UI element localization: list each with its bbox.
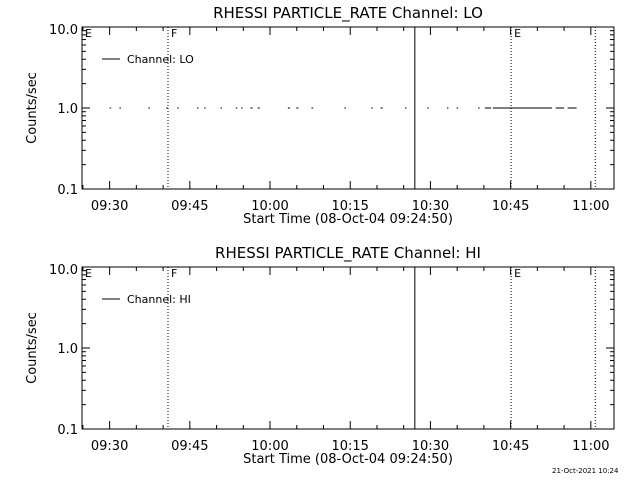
x-tick-label: 10:00: [251, 199, 288, 214]
x-tick-label: 10:00: [251, 439, 288, 454]
y-axis-label: Counts/sec: [25, 72, 40, 144]
chart-title: RHESSI PARTICLE_RATE Channel: LO: [213, 4, 483, 23]
x-tick-label: 10:30: [412, 199, 449, 214]
x-tick-label: 11:00: [572, 199, 609, 214]
x-tick-label: 10:15: [331, 439, 368, 454]
y-tick-label: 10.0: [49, 263, 78, 278]
x-tick-label: 09:30: [91, 439, 128, 454]
y-tick-label: 10.0: [49, 23, 78, 38]
x-tick-label: 10:45: [492, 199, 529, 214]
legend-label: Channel: LO: [127, 53, 194, 66]
x-tick-label: 09:45: [171, 439, 208, 454]
chart-panel-2: RHESSI PARTICLE_RATE Channel: HI 0.1 1.0 10…: [25, 244, 615, 467]
event-marker-label: F: [171, 27, 177, 40]
event-marker-label: F: [171, 267, 177, 280]
y-axis-label: Counts/sec: [25, 312, 40, 384]
y-tick-label: 1.0: [57, 102, 78, 117]
event-marker-label: E: [514, 27, 521, 40]
plot-frame: [81, 266, 615, 430]
event-marker-label: E: [85, 27, 92, 40]
chart-panel-1: RHESSI PARTICLE_RATE Channel: LO 0.1 1.0 10…: [25, 4, 615, 227]
event-marker-label: E: [85, 267, 92, 280]
y-tick-label: 0.1: [57, 183, 78, 198]
y-tick-label: 0.1: [57, 423, 78, 438]
footer-timestamp: 21-Oct-2021 10:24: [552, 467, 619, 475]
x-tick-label: 09:45: [171, 199, 208, 214]
x-tick-label: 09:30: [91, 199, 128, 214]
legend-label: Channel: HI: [127, 293, 191, 306]
chart-title: RHESSI PARTICLE_RATE Channel: HI: [215, 244, 481, 263]
x-axis-label: Start Time (08-Oct-04 09:24:50): [243, 452, 453, 467]
x-tick-label: 10:45: [492, 439, 529, 454]
legend: Channel: HI: [102, 293, 191, 306]
legend: Channel: LO: [102, 53, 194, 66]
y-tick-label: 1.0: [57, 342, 78, 357]
x-tick-label: 10:30: [412, 439, 449, 454]
event-marker-label: E: [514, 267, 521, 280]
x-axis-label: Start Time (08-Oct-04 09:24:50): [243, 212, 453, 227]
x-tick-label: 10:15: [331, 199, 368, 214]
x-tick-label: 11:00: [572, 439, 609, 454]
